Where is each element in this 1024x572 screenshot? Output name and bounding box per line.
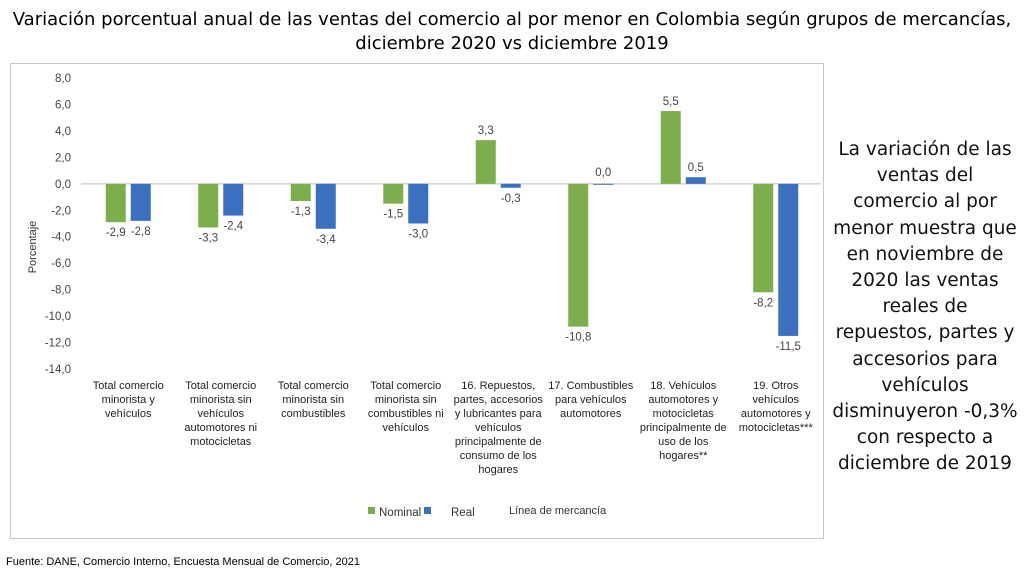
category-label: consumo de los [460,450,538,462]
real-data-label: 0,5 [688,162,704,174]
real-legend-swatch [424,507,431,514]
chart-title: Variación porcentual anual de las ventas… [0,8,1024,56]
nominal-bar [660,111,681,184]
category-label: vehículos [475,422,522,434]
nominal-bar [475,140,496,184]
nominal-bar [105,183,126,223]
category-label: principalmente de [640,422,727,434]
nominal-legend-swatch [368,507,375,514]
real-legend-label: Real [451,507,475,519]
y-tick-label: -2,0 [51,205,71,217]
category-label: vehículos [105,408,152,420]
nominal-data-label: -8,2 [753,297,773,309]
nominal-data-label: -10,8 [565,332,591,344]
nominal-bar [290,183,311,202]
category-label: Total comercio [278,380,349,392]
source-note: Fuente: DANE, Comercio Interno, Encuesta… [6,556,361,568]
real-bar [500,183,521,188]
nominal-bar [568,183,589,327]
real-bar [593,183,614,185]
real-data-label: -2,4 [223,221,243,233]
nominal-data-label: -3,3 [198,232,218,244]
category-label: 17. Combustibles [548,380,633,392]
category-label: Total comercio [370,380,441,392]
y-tick-label: 2,0 [55,152,71,164]
category-label: hogares** [659,450,708,462]
category-label: minorista sin [190,394,252,406]
real-data-label: -2,8 [131,226,151,238]
real-bar [223,183,244,216]
nominal-bar [198,183,219,228]
nominal-data-label: 5,5 [663,96,679,108]
real-data-label: 0,0 [595,167,611,179]
category-label: principalmente de [455,436,542,448]
category-label: motocicletas [653,408,715,420]
category-label: Total comercio [185,380,256,392]
real-bar [778,183,799,336]
y-tick-label: -8,0 [51,285,71,297]
x-axis-title: Línea de mercancía [509,505,607,517]
y-tick-label: 0,0 [55,179,71,191]
nominal-data-label: 3,3 [478,125,494,137]
category-label: vehículos [753,394,800,406]
chart-title-line1: Variación porcentual anual de las ventas… [12,9,1012,30]
y-tick-label: -10,0 [45,311,71,323]
real-bar [408,183,429,224]
category-label: automotores [560,408,622,420]
y-tick-label: -4,0 [51,232,71,244]
category-label: combustibles [281,408,346,420]
real-bar [685,177,706,184]
y-tick-label: -6,0 [51,258,71,270]
category-label: 19. Otros [753,380,799,392]
real-data-label: -3,4 [316,234,336,246]
category-label: para vehículos [555,394,627,406]
side-note: La variación de las ventas del comercio … [832,139,1018,475]
nominal-data-label: -1,5 [383,209,403,221]
category-label: minorista sin [375,394,437,406]
nominal-data-label: -2,9 [106,227,126,239]
category-label: vehículos [383,422,430,434]
category-label: partes, accesorios [454,394,544,406]
nominal-data-label: -1,3 [291,206,311,218]
nominal-legend-label: Nominal [379,507,421,519]
category-label: motocicletas [190,436,252,448]
real-data-label: -3,0 [408,229,428,241]
category-label: y lubricantes para [455,408,543,420]
category-label: automotores y [741,408,811,420]
category-label: automotores ni [184,422,257,434]
category-label: hogares [478,464,518,476]
chart-frame: 8,0 6,0 4,0 2,0 0,0 -2,0 -4,0 -6,0 -8,0 -10,0 -12,… [10,63,824,539]
real-bar [130,183,151,221]
category-label: uso de los [658,436,709,448]
category-label: Total comercio [93,380,164,392]
category-label: combustibles ni [368,408,444,420]
y-tick-label: -12,0 [45,338,71,350]
real-data-label: -0,3 [501,193,521,205]
real-data-label: -11,5 [776,341,801,353]
category-label: vehículos [198,408,245,420]
category-label: 16. Repuestos, [461,380,535,392]
category-label: 18. Vehículos [650,380,717,392]
category-label: minorista y [102,394,156,406]
bar-chart: 8,0 6,0 4,0 2,0 0,0 -2,0 -4,0 -6,0 -8,0 -10,0 -12,… [27,73,821,519]
y-tick-label: 6,0 [55,99,71,111]
chart-title-line2: diciembre 2020 vs diciembre 2019 [355,33,669,54]
category-label: minorista sin [282,394,344,406]
y-tick-label: 4,0 [55,126,71,138]
y-tick-label: -14,0 [45,364,71,376]
real-bar [315,183,336,229]
y-axis-title: Porcentaje [27,221,39,274]
category-label: automotores y [648,394,718,406]
category-label: motocicletas*** [739,422,814,434]
nominal-bar [753,183,774,293]
y-tick-label: 8,0 [55,73,71,85]
nominal-bar [383,183,404,204]
